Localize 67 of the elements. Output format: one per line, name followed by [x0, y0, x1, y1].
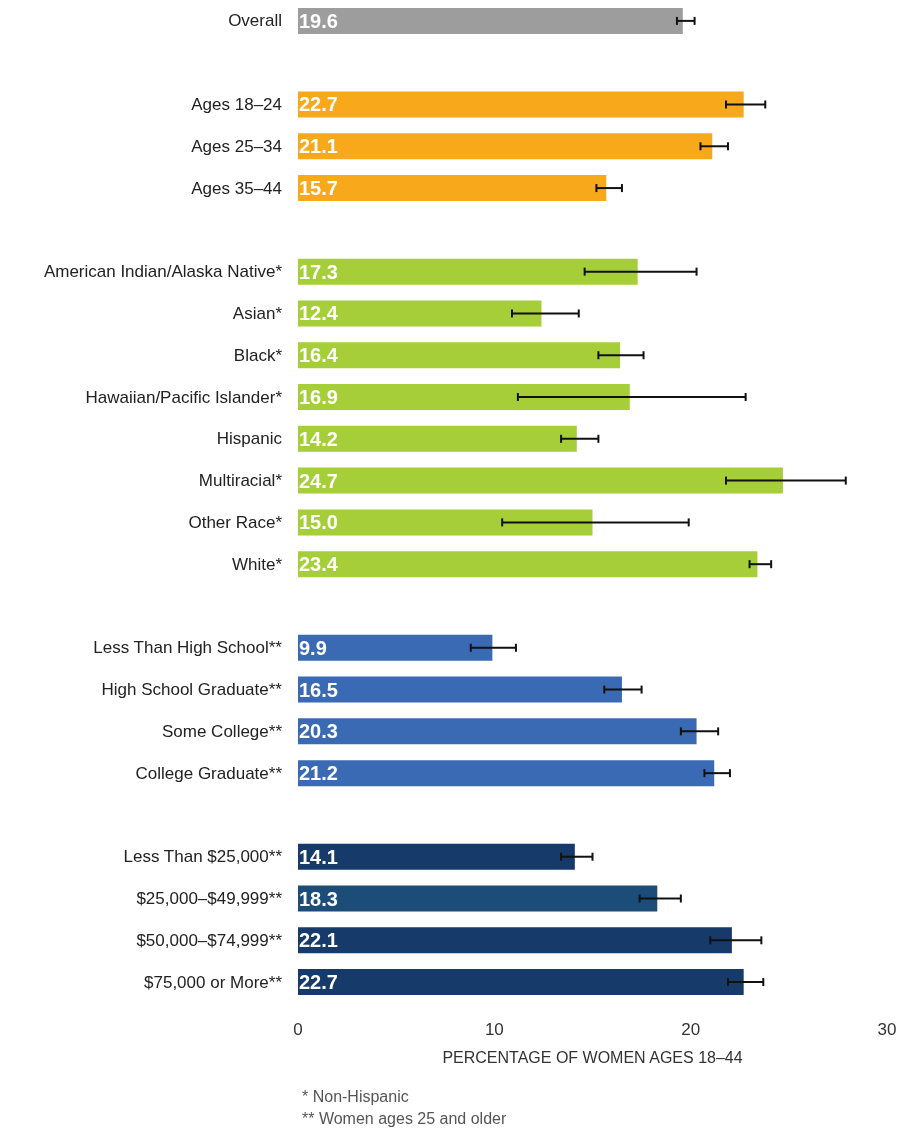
bar	[298, 467, 783, 494]
y-tick-label: Ages 35–44	[191, 178, 282, 198]
bar	[298, 676, 622, 703]
y-tick-label: Other Race*	[188, 512, 283, 532]
y-tick-label: White*	[231, 554, 283, 574]
text: ** Women ages 25 and older	[302, 1109, 507, 1129]
bar	[298, 634, 493, 661]
y-tick-label: Ages 25–34	[191, 136, 282, 156]
data-label: 22.7	[299, 93, 338, 116]
bar	[298, 175, 607, 202]
bar	[298, 509, 593, 536]
y-tick-label: Ages 18–24	[191, 94, 282, 114]
data-label: 22.1	[299, 929, 338, 952]
data-label: 14.1	[299, 845, 338, 868]
data-label: 20.3	[299, 720, 338, 743]
bar	[298, 91, 744, 118]
bar	[298, 843, 575, 870]
data-label: 15.7	[299, 177, 338, 200]
data-label: 16.9	[299, 386, 338, 409]
y-tick-label: College Graduate**	[135, 763, 283, 783]
bar	[298, 7, 683, 34]
data-label: 14.2	[299, 427, 338, 450]
data-label: 12.4	[299, 302, 339, 325]
bar	[298, 384, 630, 411]
y-tick-label: Overall	[228, 11, 282, 31]
y-tick-label: Hispanic	[216, 429, 283, 449]
data-label: 22.7	[299, 971, 338, 994]
bar	[298, 258, 638, 285]
bar	[298, 718, 697, 745]
data-label: 23.4	[299, 553, 339, 576]
data-label: 9.9	[299, 636, 327, 659]
y-tick-label: Less Than High School**	[93, 638, 283, 658]
data-label: 19.6	[299, 9, 338, 32]
y-tick-label: $50,000–$74,999**	[136, 930, 283, 950]
bar	[298, 342, 620, 369]
data-label: 21.2	[299, 762, 338, 785]
y-tick-label: Asian*	[232, 303, 283, 323]
y-tick-label: Hawaiian/Pacific Islander*	[85, 387, 283, 407]
bar	[298, 133, 713, 160]
y-tick-label: High School Graduate**	[101, 680, 283, 700]
bar	[298, 300, 542, 327]
x-axis-title: PERCENTAGE OF WOMEN AGES 18–44	[442, 1048, 743, 1066]
data-label: 18.3	[299, 887, 338, 910]
y-tick-label: Multiracial*	[198, 471, 283, 491]
y-tick-label: Black*	[233, 345, 283, 365]
text: * Non-Hispanic	[302, 1087, 410, 1107]
data-label: 15.0	[299, 511, 338, 534]
data-label: 21.1	[299, 135, 338, 158]
data-label: 24.7	[299, 469, 338, 492]
bar	[298, 927, 732, 954]
bar	[298, 551, 758, 578]
data-label: 17.3	[299, 260, 338, 283]
data-label: 16.5	[299, 678, 338, 701]
bar	[298, 760, 715, 787]
x-tick-label: 10	[484, 1020, 504, 1039]
y-tick-label: Some College**	[161, 721, 283, 741]
x-tick-label: 30	[877, 1020, 897, 1039]
y-tick-label: $75,000 or More**	[144, 972, 283, 992]
y-tick-label: $25,000–$49,999**	[136, 889, 283, 909]
y-tick-label: American Indian/Alaska Native*	[43, 262, 283, 282]
bar	[298, 425, 577, 452]
x-tick-label: 0	[293, 1020, 303, 1039]
bar	[298, 885, 658, 912]
data-label: 16.4	[299, 344, 339, 367]
y-tick-label: Less Than $25,000**	[123, 847, 283, 867]
x-tick-label: 20	[681, 1020, 701, 1039]
bar	[298, 969, 744, 996]
